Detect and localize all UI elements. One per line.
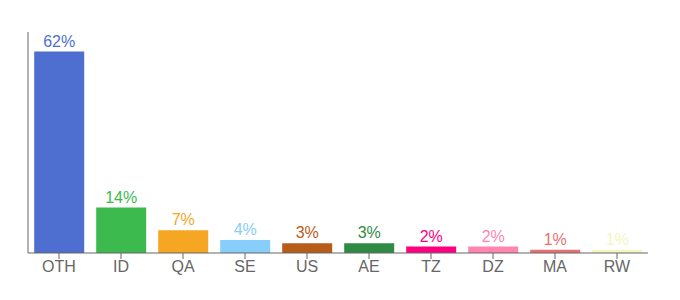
svg-text:DZ: DZ [482,258,504,275]
svg-text:62%: 62% [43,33,75,50]
svg-text:2%: 2% [420,228,443,245]
svg-text:AE: AE [358,258,379,275]
svg-text:RW: RW [604,258,631,275]
svg-text:7%: 7% [172,211,195,228]
svg-text:QA: QA [171,258,194,275]
svg-text:2%: 2% [482,228,505,245]
svg-text:TZ: TZ [421,258,441,275]
svg-text:US: US [296,258,318,275]
svg-text:ID: ID [113,258,129,275]
svg-text:14%: 14% [105,189,137,206]
svg-text:1%: 1% [544,231,567,248]
svg-text:SE: SE [234,258,255,275]
svg-text:4%: 4% [234,221,257,238]
svg-text:3%: 3% [358,224,381,241]
svg-text:MA: MA [543,258,567,275]
svg-text:OTH: OTH [42,258,76,275]
svg-text:3%: 3% [296,224,319,241]
svg-text:1%: 1% [606,231,629,248]
